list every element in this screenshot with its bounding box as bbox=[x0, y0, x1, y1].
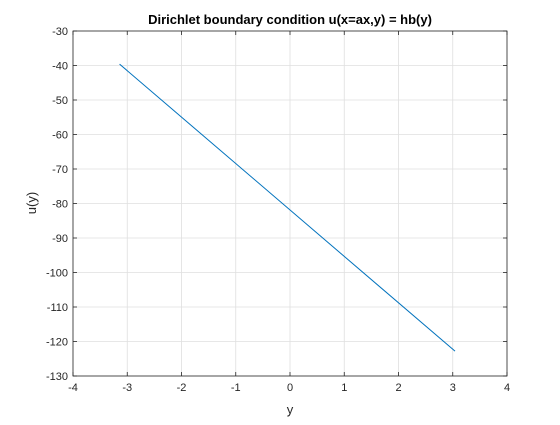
y-tick-label: -30 bbox=[52, 26, 68, 38]
y-tick-label: -40 bbox=[52, 61, 68, 73]
x-tick-label: 3 bbox=[450, 382, 456, 394]
x-tick-label: 1 bbox=[341, 382, 347, 394]
y-axis-label: u(y) bbox=[24, 192, 39, 214]
y-tick-label: -130 bbox=[46, 371, 68, 383]
y-tick-label: -90 bbox=[52, 233, 68, 245]
x-tick-label: 0 bbox=[287, 382, 293, 394]
y-tick-label: -50 bbox=[52, 95, 68, 107]
y-tick-label: -60 bbox=[52, 130, 68, 142]
x-tick-label: 4 bbox=[504, 382, 510, 394]
chart-title: Dirichlet boundary condition u(x=ax,y) =… bbox=[148, 12, 432, 27]
y-tick-label: -80 bbox=[52, 199, 68, 211]
ticks: -4 -3 -2 -1 0 1 2 3 4 -30 -40 -50 -60 -70 -80 -90 -100 -1… bbox=[46, 26, 510, 394]
x-tick-label: -2 bbox=[177, 382, 187, 394]
x-tick-label: -1 bbox=[231, 382, 241, 394]
x-axis-label: y bbox=[287, 402, 294, 417]
y-tick-label: -100 bbox=[46, 268, 68, 280]
x-tick-label: -4 bbox=[68, 382, 78, 394]
series-line bbox=[119, 63, 456, 352]
x-tick-label: -3 bbox=[122, 382, 132, 394]
series-group bbox=[119, 63, 456, 352]
y-tick-label: -70 bbox=[52, 164, 68, 176]
y-tick-label: -110 bbox=[47, 302, 68, 314]
x-tick-label: 2 bbox=[395, 382, 401, 394]
grid bbox=[72, 30, 508, 377]
y-tick-label: -120 bbox=[46, 337, 68, 349]
